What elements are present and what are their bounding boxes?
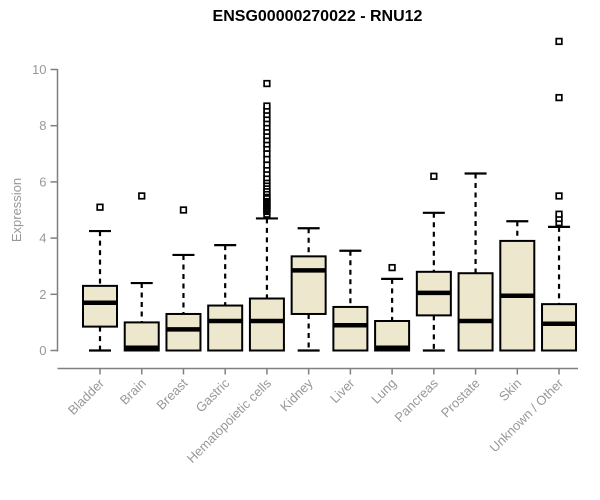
outlier-point: [555, 37, 563, 46]
outlier-point: [263, 161, 271, 169]
box-gastric: [207, 244, 244, 352]
box-hematopoietic-cells: [248, 79, 285, 352]
category-label: Breast: [153, 375, 190, 412]
box-brain: [123, 192, 160, 352]
y-tick-label: 4: [39, 231, 46, 246]
outlier-point: [555, 93, 563, 102]
box-pancreas: [415, 172, 452, 352]
chart-title: ENSG00000270022 - RNU12: [212, 8, 423, 25]
outlier-point: [430, 172, 438, 180]
outlier-point: [138, 192, 146, 200]
y-tick-label: 8: [39, 118, 46, 133]
iqr-box: [82, 284, 118, 328]
y-tick-label: 10: [32, 62, 46, 77]
iqr-box: [290, 255, 327, 315]
outlier-point: [388, 263, 396, 272]
outlier-point: [555, 210, 563, 218]
outlier-point: [263, 79, 271, 88]
outlier-point: [263, 150, 271, 158]
y-axis-title: Expression: [9, 178, 24, 242]
category-label: Brain: [117, 376, 149, 408]
y-tick-label: 2: [39, 287, 46, 302]
category-label: Prostate: [438, 376, 483, 421]
category-label: Bladder: [65, 375, 108, 418]
category-label: Gastric: [193, 375, 233, 415]
outlier-point: [96, 203, 104, 211]
outlier-point: [179, 206, 188, 214]
iqr-box: [165, 312, 202, 352]
outlier-point: [263, 155, 271, 164]
box-unknown-other: [541, 37, 578, 352]
box-lung: [374, 263, 411, 352]
y-tick-label: 0: [39, 343, 46, 358]
iqr-box: [541, 303, 578, 352]
outlier-point: [263, 102, 271, 110]
category-label: Skin: [496, 376, 524, 404]
iqr-box: [457, 272, 494, 352]
category-label: Kidney: [277, 375, 316, 414]
box-skin: [499, 220, 536, 352]
outlier-point: [555, 192, 563, 200]
box-prostate: [457, 172, 494, 352]
iqr-box: [207, 304, 244, 352]
box-liver: [332, 249, 369, 352]
category-label: Liver: [327, 375, 358, 406]
y-tick-label: 6: [39, 174, 46, 189]
category-label: Lung: [368, 376, 399, 407]
category-label: Pancreas: [392, 375, 442, 425]
box-kidney: [290, 227, 327, 352]
box-breast: [165, 206, 202, 352]
category-label: Unknown / Other: [487, 375, 567, 455]
iqr-box: [332, 305, 369, 352]
iqr-box: [248, 297, 285, 352]
box-bladder: [82, 203, 118, 352]
